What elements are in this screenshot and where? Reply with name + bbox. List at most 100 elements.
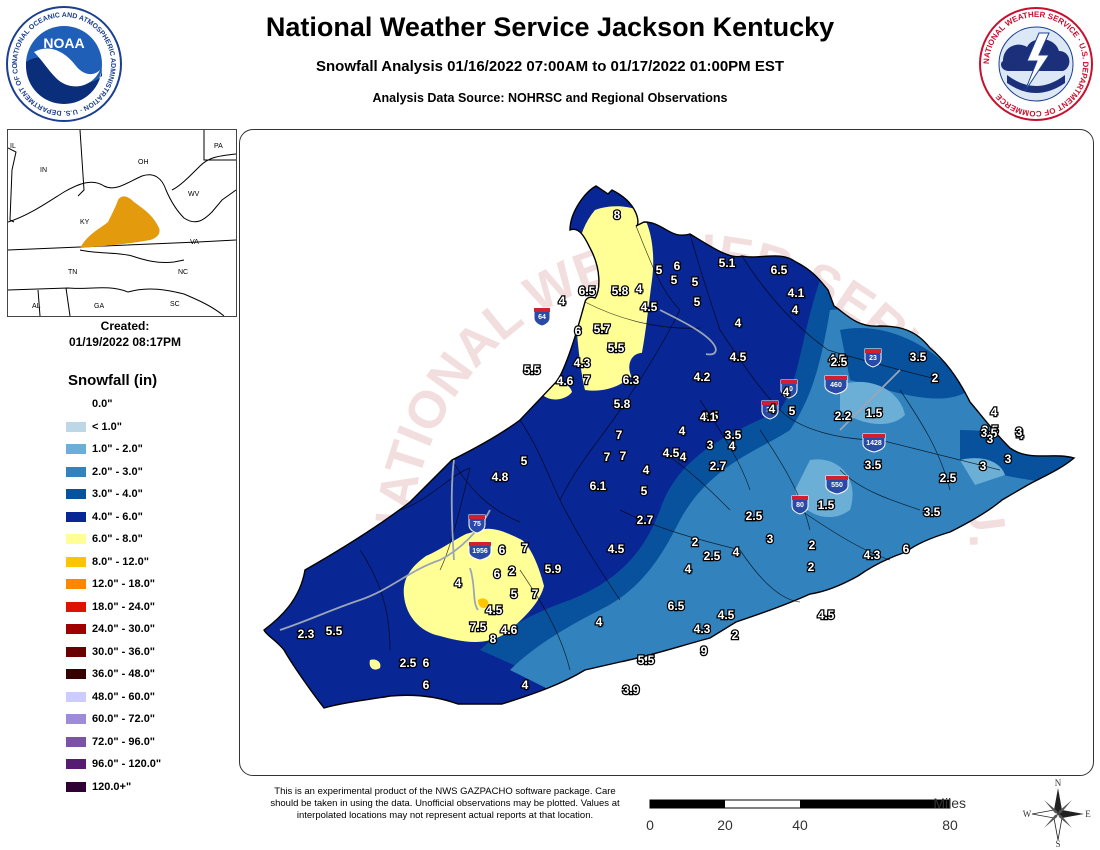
legend-swatch: [66, 601, 86, 612]
legend-swatch: [66, 444, 86, 454]
snowfall-value: 4: [679, 424, 686, 438]
compass-w: W: [1023, 809, 1032, 819]
legend-label: 3.0" - 4.0": [92, 488, 143, 500]
snowfall-value: 4.5: [730, 350, 747, 364]
legend-swatch: [66, 781, 86, 792]
inset-label-sc: SC: [170, 301, 180, 308]
snowfall-value: 4.5: [641, 300, 658, 314]
page-title: National Weather Service Jackson Kentuck…: [265, 12, 835, 42]
snowfall-value: 5: [521, 454, 528, 468]
snowfall-value: 7: [584, 373, 591, 387]
inset-label-oh: OH: [138, 159, 149, 166]
snowfall-map-canvas: NATIONAL WEATHER SERVICE · U.S. DEPARTME…: [240, 130, 1075, 709]
interstate-number: 80: [796, 502, 804, 509]
snowfall-value: 4: [991, 405, 998, 419]
compass-n: N: [1055, 778, 1062, 788]
legend-item: 1.0" - 2.0": [66, 440, 143, 458]
snowfall-value: 5.9: [545, 562, 562, 576]
interstate-shield-64: 64: [533, 307, 551, 327]
compass-s: S: [1055, 839, 1060, 848]
interstate-shield-75: 75: [468, 514, 486, 534]
snowfall-value: 3.5: [910, 350, 927, 364]
inset-states: IL OH PA IN WV KY VA TN NC AL GA SC: [8, 130, 236, 316]
legend-swatch: [66, 736, 86, 747]
rivers: [279, 309, 901, 631]
inset-label-pa: PA: [214, 143, 223, 150]
interstate-shield-40: 40: [780, 379, 798, 399]
noaa-logo-label: NOAA: [43, 35, 84, 51]
analysis-period: Snowfall Analysis 01/16/2022 07:00AM to …: [315, 58, 785, 75]
interstate-shield-80: 80: [791, 495, 809, 515]
snowfall-value: 5: [656, 263, 663, 277]
snowfall-value: 2.2: [835, 409, 852, 423]
legend-item: 120.0+": [66, 778, 131, 796]
snowfall-value: 2.7: [710, 459, 727, 473]
legend-item: 12.0" - 18.0": [66, 575, 155, 593]
legend-label: 6.0" - 8.0": [92, 533, 143, 545]
interstate-number: 40: [785, 386, 793, 393]
legend-item: 18.0" - 24.0": [66, 598, 155, 616]
snowfall-value: 3.5: [702, 409, 719, 423]
shade-6-8-north: [574, 206, 654, 391]
legend-label: < 1.0": [92, 420, 122, 433]
snowfall-value: 3.5: [865, 458, 882, 472]
scale-tick-80: 80: [942, 817, 958, 833]
nws-logo: NATIONAL WEATHER SERVICE · U.S. DEPARTME…: [979, 7, 1093, 121]
snowfall-value: 6: [575, 324, 582, 338]
snowfall-value: 4.5: [718, 608, 735, 622]
scale-units: Miles: [933, 795, 966, 811]
shade-6-8-dot: [369, 659, 381, 670]
snowfall-value: 4: [1017, 428, 1024, 442]
snowfall-value: 6.1: [590, 479, 607, 493]
legend-label: 18.0" - 24.0": [92, 600, 156, 613]
interstate-number: 1428: [866, 440, 882, 447]
legend-label: 4.0" - 6.0": [92, 510, 143, 523]
legend-swatch: [66, 669, 86, 679]
noaa-logo: NATIONAL OCEANIC AND ATMOSPHERIC ADMINIS…: [4, 4, 122, 122]
legend-item: 6.0" - 8.0": [66, 530, 143, 548]
locator-inset-map: IL OH PA IN WV KY VA TN NC AL GA SC: [7, 129, 237, 317]
snowfall-value: 7: [620, 449, 627, 463]
inset-highlight-region: [80, 196, 160, 248]
snowfall-value: 5: [692, 275, 699, 289]
legend-item: 4.0" - 6.0": [66, 508, 143, 526]
legend-swatch: [66, 579, 86, 589]
legend-swatch: [66, 556, 86, 567]
legend-item: 3.0" - 4.0": [66, 485, 143, 503]
inset-label-il: IL: [10, 143, 16, 150]
snowfall-value: 4.3: [864, 548, 881, 562]
legend-label: 0.0": [92, 398, 113, 410]
snowfall-value: 2.5: [746, 509, 763, 523]
interstate-number: 23: [869, 355, 877, 362]
interstate-number: 460: [830, 382, 842, 389]
interstate-number: 75: [473, 521, 481, 528]
snowfall-value: 4.1: [700, 410, 717, 424]
snowfall-value: 7.5: [470, 620, 487, 634]
legend-swatch: [66, 714, 86, 724]
created-label: Created:: [100, 319, 150, 333]
snowfall-value: 9: [701, 644, 708, 658]
legend-swatch: [66, 534, 86, 544]
scale-tick-0: 0: [646, 817, 654, 833]
legend-label: 48.0" - 60.0": [92, 690, 156, 703]
legend-label: 8.0" - 12.0": [92, 555, 149, 568]
snowfall-value: 2: [692, 535, 699, 549]
snowfall-value: 3: [767, 532, 774, 546]
snowfall-value: 3: [1016, 425, 1023, 439]
interstate-shield-1956: 1956: [468, 541, 492, 561]
snowfall-value: 2.5: [746, 509, 763, 523]
snowfall-value: 3.9: [623, 683, 640, 697]
legend-swatch: [66, 399, 86, 409]
snowfall-value: 4.5: [829, 352, 846, 366]
snowfall-value: 4.3: [694, 622, 711, 636]
inset-label-ga: GA: [94, 303, 104, 310]
shade-1-2-b: [795, 459, 853, 518]
inset-label-in: IN: [40, 167, 47, 174]
snowfall-value: 4: [769, 402, 776, 416]
snowfall-value: 2.3: [298, 627, 315, 641]
snowfall-value: 4.5: [663, 446, 680, 460]
inset-label-al: AL: [32, 303, 41, 310]
interstate-shield-30: 30: [761, 400, 779, 420]
snowfall-value: 6.5: [771, 263, 788, 277]
interstate-number: 64: [538, 314, 546, 321]
